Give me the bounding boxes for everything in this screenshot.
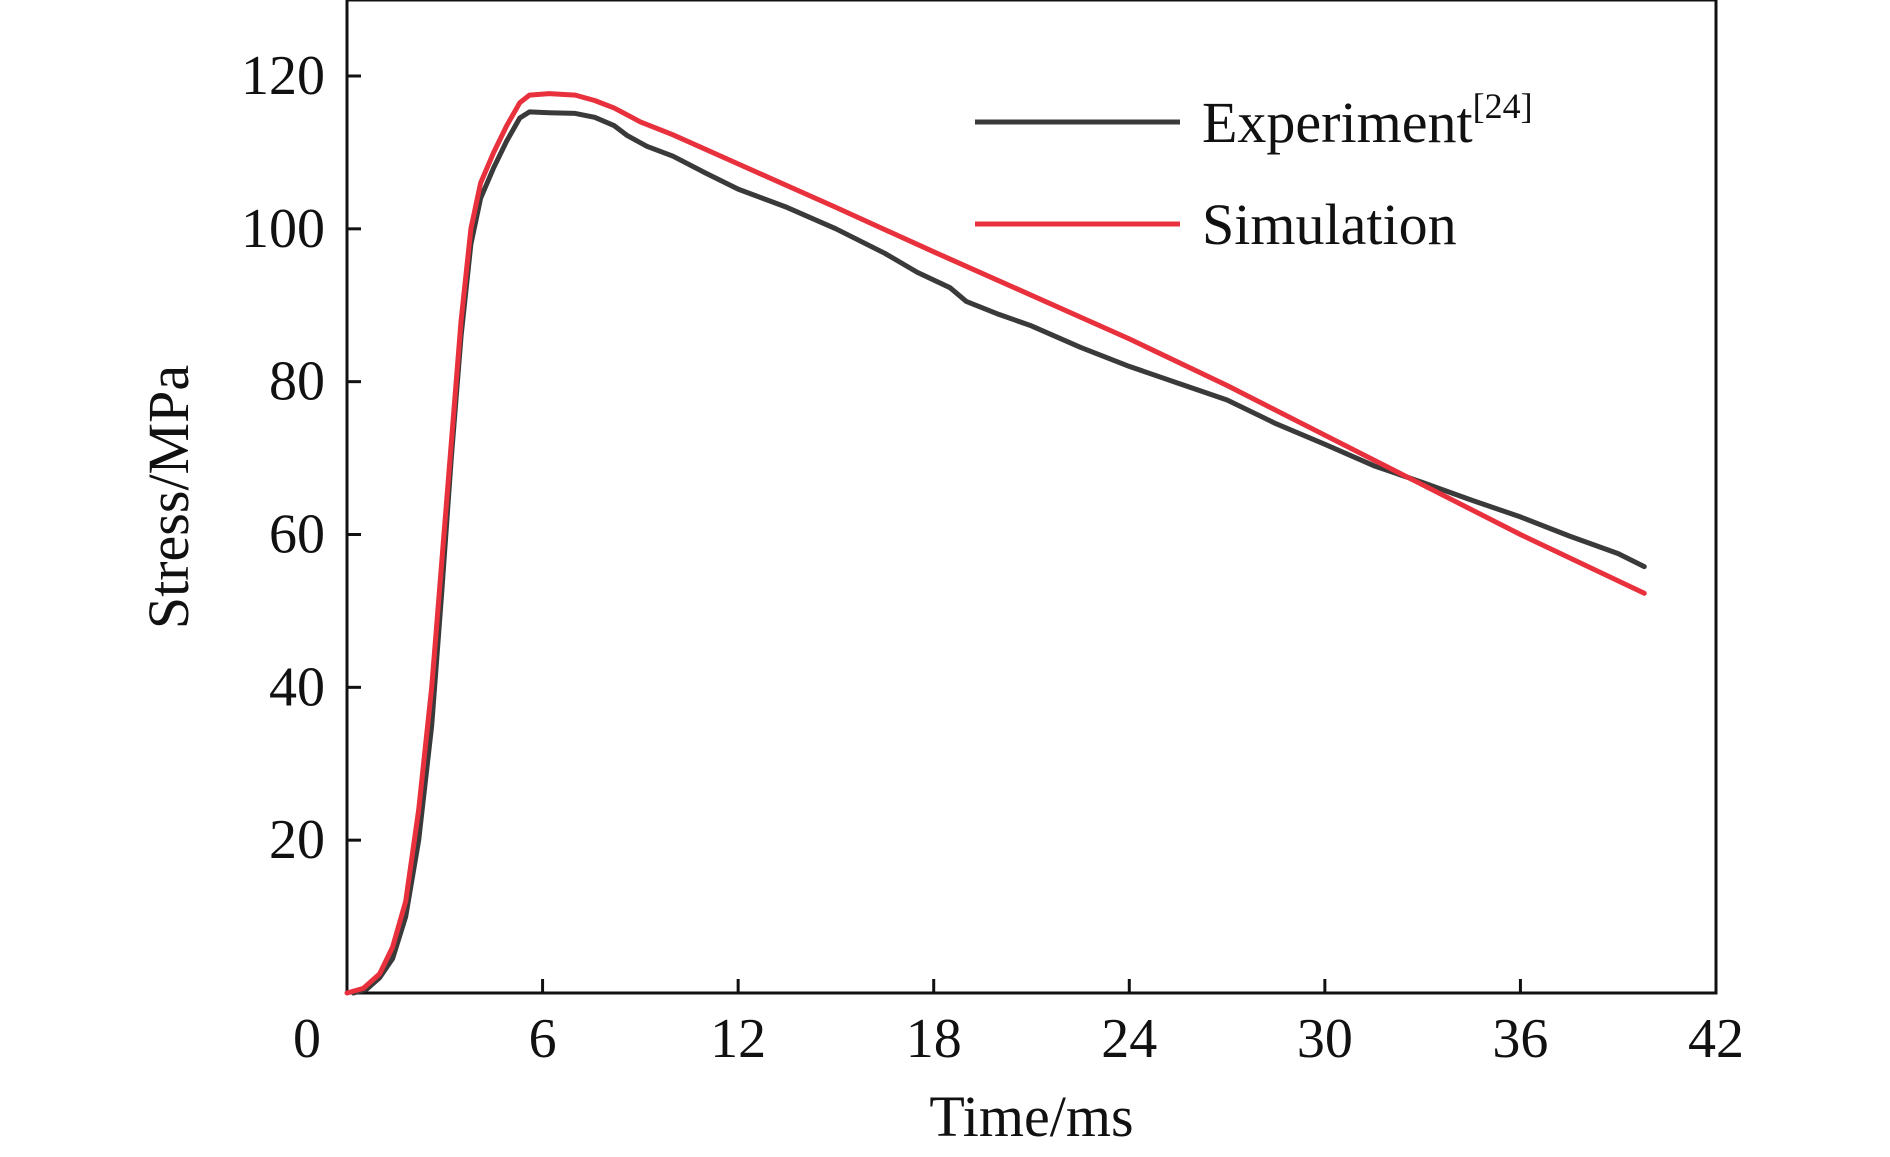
y-tick-label: 40 xyxy=(269,656,325,718)
x-tick-label: 18 xyxy=(906,1008,962,1070)
axis-ticks: 0 6 12 18 24 30 36 42 20 40 60 80 100 120 xyxy=(241,45,1744,1070)
x-tick-label: 6 xyxy=(529,1008,557,1070)
y-tick-label: 20 xyxy=(269,809,325,871)
legend-label-experiment: Experiment[24] xyxy=(1202,86,1533,155)
x-tick-label: 12 xyxy=(710,1008,766,1070)
x-tick-label: 30 xyxy=(1297,1008,1353,1070)
y-tick-label: 60 xyxy=(269,504,325,566)
legend-label-experiment-ref: [24] xyxy=(1473,86,1533,126)
legend-label-experiment-name: Experiment xyxy=(1202,90,1473,155)
x-tick-label: 42 xyxy=(1688,1008,1744,1070)
series-line-simulation xyxy=(344,91,1647,996)
legend-label-simulation-name: Simulation xyxy=(1202,192,1457,257)
x-tick-label: 0 xyxy=(293,1008,321,1070)
y-tick-label: 120 xyxy=(241,45,325,107)
y-axis-title: Stress/MPa xyxy=(136,365,201,629)
y-tick-label: 100 xyxy=(241,198,325,260)
data-series xyxy=(344,91,1647,996)
legend-label-simulation: Simulation xyxy=(1202,192,1457,257)
x-tick-label: 24 xyxy=(1101,1008,1157,1070)
legend: Experiment[24] Simulation xyxy=(975,86,1533,257)
y-tick-label: 80 xyxy=(269,351,325,413)
plot-frame xyxy=(345,0,1718,995)
x-tick-label: 36 xyxy=(1492,1008,1548,1070)
x-axis-title: Time/ms xyxy=(929,1084,1133,1149)
